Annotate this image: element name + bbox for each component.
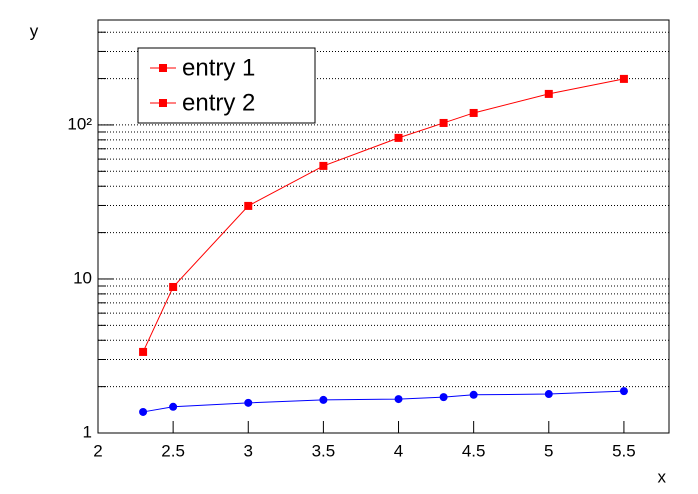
point (439, 118, 448, 127)
point (244, 201, 253, 210)
x-tick-label: 2.5 (161, 441, 185, 460)
point (319, 161, 328, 170)
legend-box (137, 47, 316, 124)
legend-label: entry 1 (182, 54, 255, 81)
point (244, 398, 253, 407)
point (139, 407, 148, 416)
point (394, 395, 403, 404)
point (169, 282, 178, 291)
y-tick-label: 1 (83, 422, 92, 441)
y-axis-label: y (30, 21, 39, 40)
legend-label: entry 2 (182, 89, 255, 116)
legend-marker (159, 64, 167, 72)
point (319, 395, 328, 404)
point (619, 74, 628, 83)
y-tick-label: 10² (67, 114, 92, 133)
point (394, 133, 403, 142)
x-tick-label: 3 (244, 441, 253, 460)
legend-marker (159, 99, 167, 107)
point (544, 89, 553, 98)
x-axis-label: x (658, 467, 667, 486)
x-tick-label: 2 (93, 441, 102, 460)
x-tick-label: 3.5 (312, 441, 336, 460)
point (544, 390, 553, 399)
point (469, 390, 478, 399)
point (619, 387, 628, 396)
plot-frame (97, 19, 670, 434)
point (169, 402, 178, 411)
x-tick-label: 4.5 (462, 441, 486, 460)
point (469, 108, 478, 117)
y-tick-label: 10 (73, 268, 92, 287)
point (439, 393, 448, 402)
x-tick-label: 5.5 (612, 441, 636, 460)
x-tick-label: 5 (544, 441, 553, 460)
point (139, 347, 148, 356)
x-tick-label: 4 (394, 441, 403, 460)
